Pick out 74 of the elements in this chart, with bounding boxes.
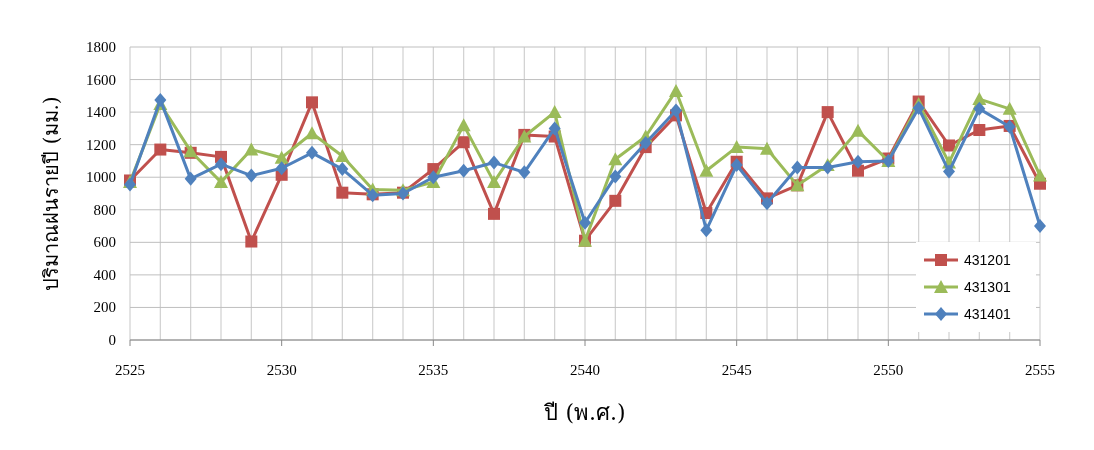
point <box>245 235 258 248</box>
point <box>973 124 986 137</box>
point <box>244 142 259 156</box>
point <box>729 140 744 154</box>
point <box>154 143 167 156</box>
x-tick-label: 2535 <box>418 362 449 378</box>
point <box>306 96 318 109</box>
point <box>761 196 773 211</box>
y-tick-label: 1200 <box>86 136 116 153</box>
point <box>791 160 804 175</box>
point <box>336 162 349 177</box>
point <box>457 163 470 178</box>
point <box>700 223 713 238</box>
y-tick-label: 0 <box>108 332 116 348</box>
legend-label: 431201 <box>964 252 1011 268</box>
point <box>306 145 318 160</box>
y-tick-label: 1400 <box>86 104 116 121</box>
x-tick-label: 2525 <box>115 362 145 378</box>
point <box>669 83 683 97</box>
x-tick-label: 2550 <box>873 362 904 378</box>
point <box>699 163 714 177</box>
y-tick-label: 1800 <box>86 39 116 55</box>
point <box>943 164 955 179</box>
point <box>335 149 350 163</box>
point <box>973 101 986 116</box>
y-tick-label: 1000 <box>86 169 116 186</box>
point <box>214 175 228 189</box>
point <box>548 121 561 136</box>
point <box>821 106 834 119</box>
x-tick-label: 2555 <box>1025 362 1055 378</box>
point <box>487 175 501 189</box>
x-tick-label: 2530 <box>266 362 297 378</box>
point <box>488 207 500 220</box>
point <box>730 158 743 173</box>
point <box>1033 168 1047 182</box>
point <box>456 118 471 132</box>
point <box>275 161 288 176</box>
point <box>609 169 622 184</box>
point <box>305 126 319 140</box>
point <box>427 170 440 185</box>
y-tick-label: 200 <box>93 299 116 316</box>
x-tick-label: 2545 <box>721 362 752 378</box>
point <box>760 141 774 155</box>
legend-label: 431401 <box>964 306 1011 322</box>
point <box>245 168 258 183</box>
x-tick-label: 2540 <box>570 362 600 378</box>
point <box>609 194 622 207</box>
point <box>852 164 864 177</box>
point <box>639 136 652 151</box>
point <box>852 154 864 169</box>
point <box>912 101 925 116</box>
y-tick-label: 600 <box>93 234 116 251</box>
point <box>518 165 531 180</box>
point <box>488 155 500 170</box>
point <box>274 150 289 164</box>
point <box>1034 219 1046 234</box>
point <box>1002 101 1017 115</box>
legend-label: 431301 <box>964 279 1011 295</box>
point <box>215 157 227 172</box>
point <box>943 139 955 152</box>
x-axis-title: ปี (พ.ศ.) <box>543 400 626 425</box>
y-tick-label: 1600 <box>86 71 116 88</box>
point <box>851 123 865 137</box>
point <box>154 92 167 107</box>
point <box>457 136 470 149</box>
point <box>547 105 562 119</box>
point <box>608 152 623 166</box>
point <box>184 171 197 186</box>
y-axis-title: ปริมาณฝนรายปี (มม.) <box>39 96 63 291</box>
point <box>670 103 682 118</box>
y-tick-label: 800 <box>93 201 116 218</box>
y-tick-label: 400 <box>93 266 116 283</box>
point <box>579 215 591 230</box>
point <box>336 186 349 199</box>
